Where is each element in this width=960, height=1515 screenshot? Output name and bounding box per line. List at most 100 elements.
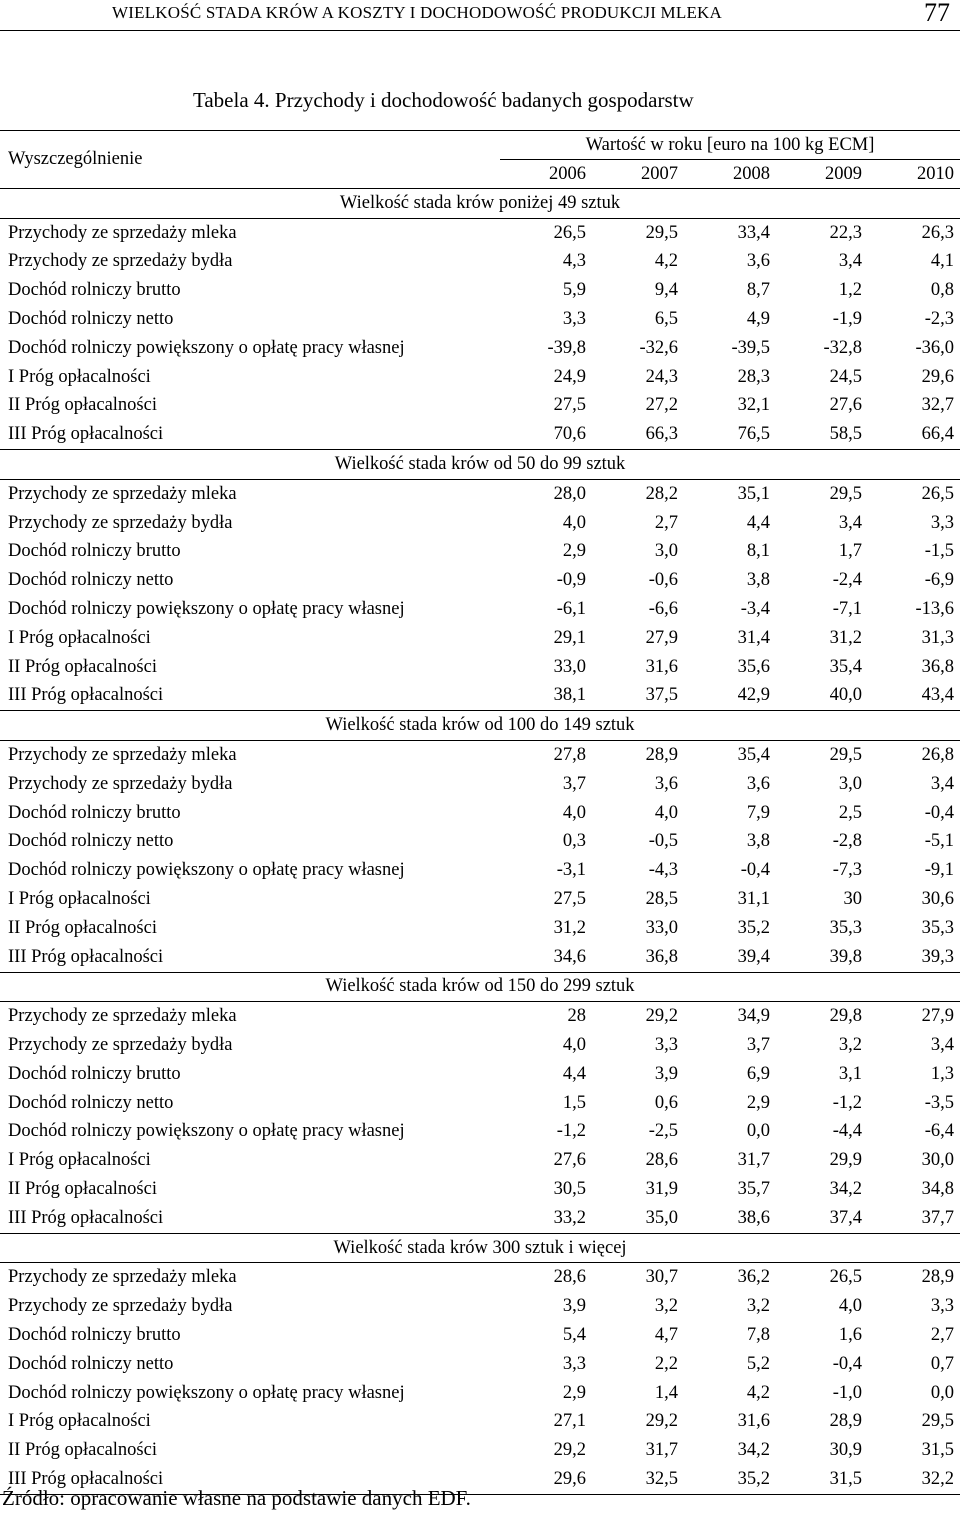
value-cell: 4,0 [838,1296,862,1317]
value-cell: 2,9 [562,541,586,562]
table-row: II Próg opłacalności 33,0 31,6 35,6 35,4 36,8 [0,653,960,682]
year-header: 2007 [641,163,678,184]
value-cell: 76,5 [737,424,770,445]
value-cell: 1,2 [838,280,862,301]
table-row: Dochód rolniczy brutto 5,9 9,4 8,7 1,2 0,8 [0,276,960,305]
table-row: III Próg opłacalności 33,2 35,0 38,6 37,4 37,… [0,1204,960,1233]
value-cell: 3,6 [654,773,678,794]
value-cell: 39,3 [921,946,955,967]
row-label: II Próg opłacalności [8,1440,157,1461]
value-cell: 58,5 [829,424,862,445]
table-row: Dochód rolniczy powiększony o opłatę pra… [0,1118,960,1147]
value-cell: -0,9 [556,570,586,591]
value-cell: 4,0 [562,1035,586,1055]
value-cell: 33,4 [737,222,770,243]
value-cell: 29,2 [553,1440,586,1461]
value-cell: 0,0 [746,1121,770,1142]
value-cell: 4,0 [654,802,678,823]
value-cell: -1,9 [832,309,862,330]
table-row: I Próg opłacalności 27,6 28,6 31,7 29,9 30,0 [0,1146,960,1175]
value-cell: 3,1 [838,1063,862,1084]
value-cell: 0,6 [654,1092,678,1113]
value-cell: -4,3 [648,860,678,881]
table-caption: Tabela 4. Przychody i dochodowość badany… [193,88,694,112]
value-cell: -0,6 [648,570,678,591]
row-label: Przychody ze sprzedaży mleka [8,1267,237,1288]
table-row: Dochód rolniczy powiększony o opłatę pra… [0,1379,960,1408]
table-row: Dochód rolniczy netto 0,3 -0,5 3,8 -2,8 -5,1 [0,828,960,857]
value-cell: 1,5 [562,1092,586,1113]
value-cell: 35,3 [921,917,955,938]
value-cell: 66,4 [921,424,955,445]
group-title: Wielkość stada krów od 100 do 149 sztuk [0,710,960,742]
table-row: Dochód rolniczy brutto 4,0 4,0 7,9 2,5 -0,4 [0,799,960,828]
value-cell: -6,9 [924,570,955,591]
value-cell: 3,4 [838,512,862,533]
value-cell: 35,1 [737,483,770,504]
value-cell: 35,2 [684,1465,776,1495]
value-cell: 3,8 [746,570,770,591]
value-cell: 27,5 [553,889,586,910]
table-row: Dochód rolniczy powiększony o opłatę pra… [0,595,960,624]
value-cell: 30,0 [921,1150,955,1171]
value-cell: -13,6 [915,599,955,620]
row-label: II Próg opłacalności [8,917,157,938]
value-cell: 39,8 [829,946,862,967]
value-cell: 34,2 [737,1440,770,1461]
value-header: Wartość w roku [euro na 100 kg ECM] [500,130,960,160]
table-row: Przychody ze sprzedaży bydła 3,7 3,6 3,6 3,0… [0,770,960,799]
value-cell: 3,4 [930,1035,955,1055]
group-title: Wielkość stada krów 300 sztuk i więcej [0,1232,960,1264]
year-header: 2010 [917,163,955,184]
value-cell: 4,4 [562,1063,586,1084]
row-label: III Próg opłacalności [8,946,164,967]
value-cell: -6,4 [924,1121,955,1142]
value-cell: -3,4 [740,599,770,620]
value-cell: -3,1 [556,860,586,881]
row-label: Dochód rolniczy netto [8,1092,174,1113]
value-cell: 5,9 [562,280,586,301]
value-cell: 27,6 [553,1150,586,1171]
value-cell: 26,5 [553,222,586,243]
row-label: Przychody ze sprzedaży mleka [8,222,237,243]
row-label: III Próg opłacalności [8,1207,164,1228]
value-cell: 0,7 [930,1353,955,1374]
value-cell: 3,6 [746,251,770,272]
value-cell: 3,2 [654,1296,678,1317]
value-cell: 29,5 [829,745,862,766]
row-label: II Próg opłacalności [8,395,157,416]
value-cell: 27,1 [553,1411,586,1432]
value-cell: 4,4 [746,512,770,533]
value-cell: 4,0 [562,512,586,533]
value-cell: -9,1 [924,860,955,881]
value-cell: 31,6 [737,1411,770,1432]
table-row: Dochód rolniczy netto -0,9 -0,6 3,8 -2,4 -6,9 [0,566,960,595]
value-cell: 8,1 [746,541,770,562]
value-cell: 39,4 [737,946,770,967]
value-cell: -0,4 [832,1353,862,1374]
value-cell: 30,9 [829,1440,862,1461]
row-label: I Próg opłacalności [8,1150,151,1171]
value-cell: 34,2 [829,1178,862,1199]
row-label: Dochód rolniczy powiększony o opłatę pra… [8,1382,405,1403]
value-cell: 31,3 [921,627,955,648]
row-label: I Próg opłacalności [8,366,151,387]
income-table: Wyszczególnienie Wartość w roku [euro na… [0,130,960,1495]
value-cell: 32,5 [592,1465,684,1495]
value-cell: -1,0 [832,1382,862,1403]
table-row: Przychody ze sprzedaży bydła 3,9 3,2 3,2 4,0… [0,1292,960,1321]
value-cell: 8,7 [746,280,770,301]
value-cell: 4,9 [746,309,770,330]
row-label: III Próg opłacalności [8,685,164,706]
value-cell: 27,8 [553,745,586,766]
value-cell: 27,9 [921,1006,955,1027]
value-cell: 35,2 [737,917,770,938]
row-label: Przychody ze sprzedaży bydła [8,773,233,794]
value-cell: 30,7 [645,1267,678,1288]
row-label: II Próg opłacalności [8,656,157,677]
value-cell: 36,8 [921,656,955,677]
value-cell: 1,6 [838,1324,862,1345]
value-cell: 27,2 [645,395,678,416]
row-label: Dochód rolniczy brutto [8,802,181,823]
row-label: Przychody ze sprzedaży bydła [8,1035,233,1055]
